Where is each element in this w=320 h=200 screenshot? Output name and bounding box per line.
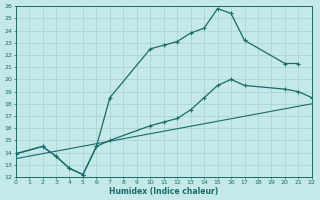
X-axis label: Humidex (Indice chaleur): Humidex (Indice chaleur) bbox=[109, 187, 218, 196]
